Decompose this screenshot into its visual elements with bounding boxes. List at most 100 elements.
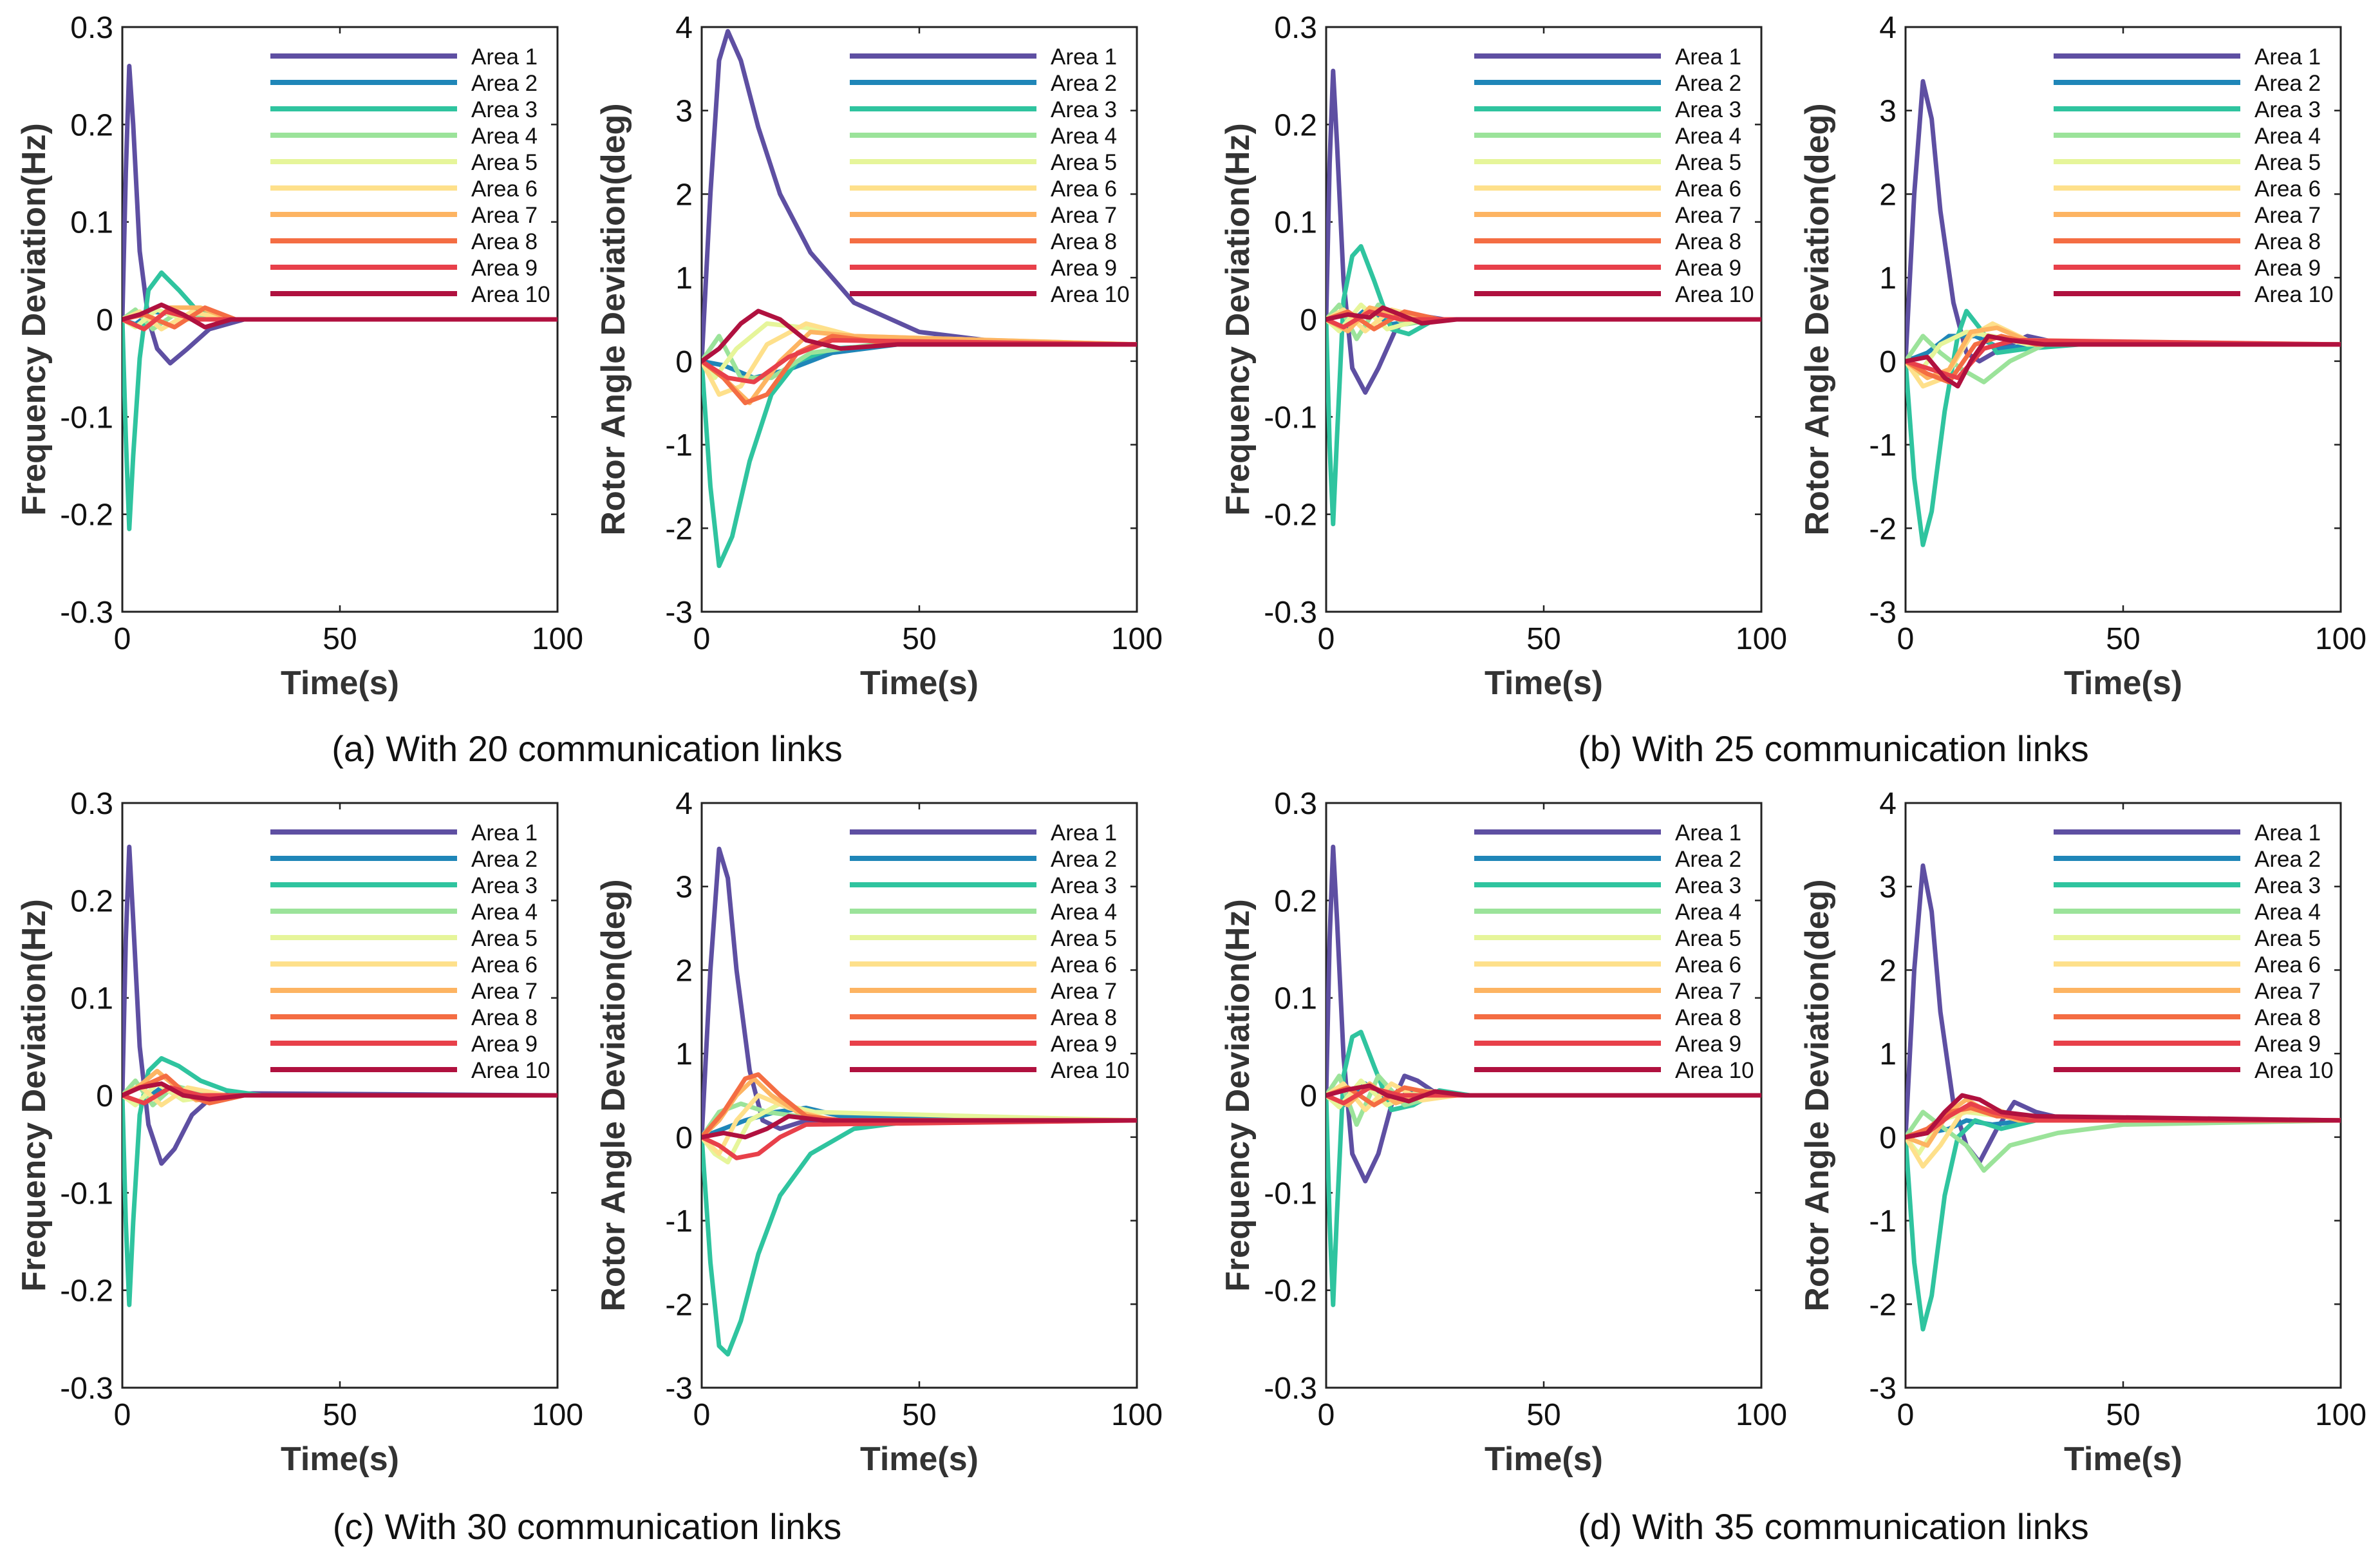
legend-label-2: Area 2 bbox=[1051, 847, 1117, 872]
chart-a-freq: -0.3 -0.2 -0.1 0 0.1 0.2 0.3 0 50 100 Time(s) Frequ… bbox=[15, 11, 583, 702]
x-tick-label: 0 bbox=[1897, 1398, 1915, 1432]
chart-d-angle: -3 -2 -1 0 1 2 3 4 0 50 100 Time(s) Rotor Angle Devi… bbox=[1799, 787, 2366, 1478]
series-group bbox=[1906, 79, 2341, 547]
y-axis-label: Frequency Deviation(Hz) bbox=[15, 899, 53, 1292]
legend-label-5: Area 5 bbox=[2254, 926, 2321, 951]
caption-d: (d) With 35 communication links bbox=[1578, 1506, 2089, 1547]
y-tick-label: 3 bbox=[1879, 871, 1897, 905]
legend-label-10: Area 10 bbox=[2254, 1058, 2334, 1083]
series-line-4 bbox=[1906, 1110, 2341, 1173]
series-group bbox=[702, 846, 1137, 1357]
legend-label-3: Area 3 bbox=[1051, 873, 1117, 898]
legend-label-2: Area 2 bbox=[471, 71, 538, 96]
y-tick-label: -3 bbox=[1869, 596, 1897, 630]
legend-label-8: Area 8 bbox=[471, 229, 538, 254]
legend-label-6: Area 6 bbox=[1051, 952, 1117, 978]
legend-label-2: Area 2 bbox=[1675, 847, 1741, 872]
legend-label-6: Area 6 bbox=[1675, 176, 1741, 202]
legend-label-1: Area 1 bbox=[471, 820, 538, 846]
legend-label-1: Area 1 bbox=[471, 44, 538, 70]
legend-label-10: Area 10 bbox=[471, 1058, 550, 1083]
legend-label-3: Area 3 bbox=[1051, 97, 1117, 122]
x-tick-label: 100 bbox=[532, 1398, 583, 1432]
series-line-3 bbox=[702, 1118, 1137, 1357]
y-tick-label: 4 bbox=[1879, 787, 1897, 821]
x-tick-label: 0 bbox=[1897, 622, 1915, 656]
legend-label-8: Area 8 bbox=[2254, 1005, 2321, 1030]
series-line-3 bbox=[1326, 244, 1761, 527]
series-group bbox=[1906, 863, 2341, 1332]
legend-label-7: Area 7 bbox=[1675, 203, 1741, 228]
x-tick-label: 0 bbox=[114, 622, 131, 656]
legend-label-3: Area 3 bbox=[471, 97, 538, 122]
y-tick-label: 0 bbox=[1879, 1121, 1897, 1155]
chart-c-angle: -3 -2 -1 0 1 2 3 4 0 50 100 Time(s) Rotor Angle Devi… bbox=[595, 787, 1163, 1478]
y-tick-label: 0 bbox=[1300, 303, 1317, 337]
legend-label-9: Area 9 bbox=[471, 1032, 538, 1057]
chart-b-freq: -0.3 -0.2 -0.1 0 0.1 0.2 0.3 0 50 100 Time(s) Frequ… bbox=[1219, 11, 1787, 702]
y-tick-label: 0 bbox=[675, 345, 693, 379]
y-tick-label: 2 bbox=[1879, 178, 1897, 212]
y-tick-label: -0.3 bbox=[1264, 596, 1317, 630]
legend-label-4: Area 4 bbox=[2254, 900, 2321, 925]
legend-label-5: Area 5 bbox=[471, 150, 538, 175]
x-tick-label: 0 bbox=[693, 622, 711, 656]
y-tick-label: 4 bbox=[1879, 11, 1897, 45]
y-tick-label: -0.3 bbox=[60, 596, 113, 630]
legend-label-3: Area 3 bbox=[2254, 97, 2321, 122]
legend-label-3: Area 3 bbox=[1675, 873, 1741, 898]
legend-label-7: Area 7 bbox=[2254, 979, 2321, 1004]
legend-label-1: Area 1 bbox=[1675, 820, 1741, 846]
series-line-3 bbox=[1906, 1118, 2341, 1332]
legend-label-4: Area 4 bbox=[1675, 900, 1741, 925]
x-tick-label: 50 bbox=[902, 622, 936, 656]
y-tick-label: 0.2 bbox=[1274, 884, 1317, 918]
y-tick-label: -0.3 bbox=[60, 1372, 113, 1406]
y-tick-label: 0.2 bbox=[70, 108, 113, 142]
legend-label-6: Area 6 bbox=[2254, 952, 2321, 978]
y-tick-label: -2 bbox=[1869, 1288, 1897, 1322]
legend-label-7: Area 7 bbox=[2254, 203, 2321, 228]
legend-label-8: Area 8 bbox=[2254, 229, 2321, 254]
y-tick-label: 0.3 bbox=[70, 787, 113, 821]
x-axis-label: Time(s) bbox=[281, 665, 399, 702]
legend-label-5: Area 5 bbox=[2254, 150, 2321, 175]
legend-label-9: Area 9 bbox=[1675, 1032, 1741, 1057]
caption-a: (a) With 20 communication links bbox=[332, 728, 843, 769]
y-tick-label: 4 bbox=[675, 787, 693, 821]
x-tick-label: 50 bbox=[2106, 622, 2140, 656]
legend-label-9: Area 9 bbox=[1051, 1032, 1117, 1057]
caption-b: (b) With 25 communication links bbox=[1578, 728, 2089, 769]
y-tick-label: -1 bbox=[1869, 429, 1897, 463]
legend-label-4: Area 4 bbox=[2254, 124, 2321, 149]
y-tick-label: -2 bbox=[665, 512, 693, 546]
legend-label-3: Area 3 bbox=[1675, 97, 1741, 122]
legend-label-7: Area 7 bbox=[471, 203, 538, 228]
series-line-10 bbox=[1326, 305, 1761, 326]
chart-a-angle: -3 -2 -1 0 1 2 3 4 0 50 100 Time(s) Rotor Angle Devi… bbox=[595, 11, 1163, 702]
x-axis-label: Time(s) bbox=[281, 1441, 399, 1478]
series-group bbox=[122, 844, 558, 1307]
series-line-3 bbox=[122, 1056, 558, 1307]
y-tick-label: 0 bbox=[1300, 1079, 1317, 1113]
series-line-3 bbox=[122, 270, 558, 531]
y-tick-label: 0.1 bbox=[1274, 982, 1317, 1016]
y-tick-label: 0.3 bbox=[70, 11, 113, 45]
legend-label-6: Area 6 bbox=[2254, 176, 2321, 202]
y-tick-label: 0.3 bbox=[1274, 787, 1317, 821]
x-axis-label: Time(s) bbox=[2064, 665, 2182, 702]
legend-label-5: Area 5 bbox=[1051, 926, 1117, 951]
legend-label-10: Area 10 bbox=[1051, 1058, 1130, 1083]
y-tick-label: -0.2 bbox=[1264, 498, 1317, 533]
y-tick-label: -0.2 bbox=[1264, 1274, 1317, 1309]
legend-label-3: Area 3 bbox=[2254, 873, 2321, 898]
legend-label-7: Area 7 bbox=[1675, 979, 1741, 1004]
legend-label-4: Area 4 bbox=[471, 124, 538, 149]
y-tick-label: -1 bbox=[1869, 1205, 1897, 1239]
series-line-10 bbox=[1906, 1093, 2341, 1140]
x-tick-label: 100 bbox=[1111, 1398, 1163, 1432]
caption-c: (c) With 30 communication links bbox=[332, 1506, 842, 1547]
y-axis-label: Rotor Angle Deviation(deg) bbox=[595, 879, 632, 1311]
series-line-10 bbox=[122, 302, 558, 330]
x-tick-label: 50 bbox=[1526, 1398, 1560, 1432]
